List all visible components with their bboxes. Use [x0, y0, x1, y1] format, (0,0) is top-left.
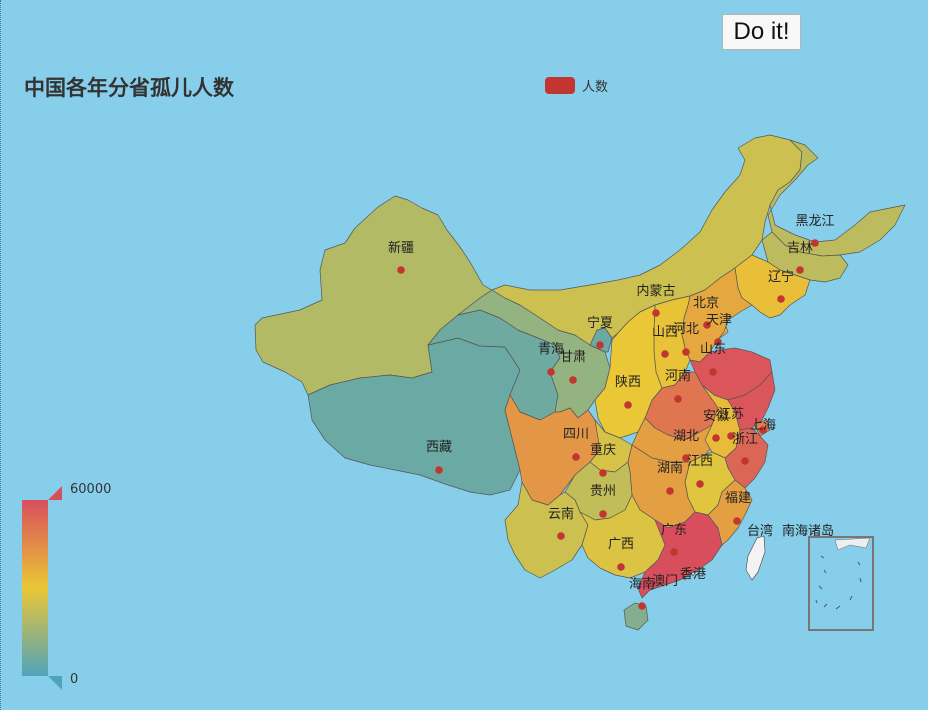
province-label: 台湾 [747, 523, 773, 539]
province-label: 云南 [548, 506, 574, 522]
province-label: 西藏 [426, 440, 452, 455]
visual-map-min-label: 0 [70, 672, 79, 687]
province-marker[interactable] [557, 532, 565, 540]
left-border [0, 0, 2, 710]
province-marker[interactable] [617, 563, 625, 571]
province-marker[interactable] [599, 469, 607, 477]
province-label: 湖南 [657, 460, 683, 476]
province-label: 山东 [700, 342, 726, 357]
province-marker[interactable] [777, 295, 785, 303]
province-label: 贵州 [590, 484, 616, 499]
province-label: 四川 [563, 427, 589, 442]
province-label: 广西 [608, 537, 634, 552]
province-marker[interactable] [696, 480, 704, 488]
province-marker[interactable] [666, 487, 674, 495]
province-label: 南海诸岛 [782, 523, 834, 539]
province-6[interactable] [767, 139, 906, 257]
province-33[interactable] [683, 576, 687, 581]
province-marker[interactable] [670, 548, 678, 556]
south-china-sea-inset [808, 536, 874, 631]
province-label: 重庆 [590, 442, 616, 458]
province-marker[interactable] [759, 426, 767, 434]
province-label: 澳门 [652, 573, 678, 589]
province-28[interactable] [637, 511, 723, 599]
province-marker[interactable] [796, 266, 804, 274]
province-marker[interactable] [596, 341, 604, 349]
province-marker[interactable] [712, 434, 720, 442]
province-label: 辽宁 [768, 269, 794, 285]
province-label: 天津 [706, 313, 732, 328]
province-label: 吉林 [787, 241, 813, 256]
province-31[interactable] [745, 535, 766, 581]
legend-swatch [545, 77, 575, 94]
province-label: 山西 [652, 325, 678, 340]
province-marker[interactable] [624, 401, 632, 409]
province-label: 青海 [538, 342, 564, 357]
province-label: 黑龙江 [795, 214, 834, 229]
legend-label: 人数 [582, 80, 609, 95]
province-marker[interactable] [547, 368, 555, 376]
province-marker[interactable] [661, 350, 669, 358]
province-marker[interactable] [709, 368, 717, 376]
province-label: 湖北 [673, 429, 699, 444]
province-marker[interactable] [599, 510, 607, 518]
province-marker[interactable] [733, 517, 741, 525]
province-label: 广东 [661, 523, 687, 538]
province-marker[interactable] [572, 453, 580, 461]
visual-map-max-label: 60000 [70, 482, 112, 497]
province-label: 上海 [750, 418, 776, 433]
province-marker[interactable] [435, 466, 443, 474]
province-label: 甘肃 [560, 350, 586, 365]
province-marker[interactable] [397, 266, 405, 274]
province-marker[interactable] [682, 348, 690, 356]
visual-map [22, 486, 62, 690]
province-26[interactable] [504, 481, 589, 579]
province-marker[interactable] [638, 602, 646, 610]
legend-item[interactable]: 人数 [545, 76, 608, 95]
province-label: 香港 [680, 567, 706, 582]
province-label: 福建 [725, 491, 751, 506]
province-marker[interactable] [714, 338, 722, 346]
province-marker[interactable] [652, 309, 660, 317]
province-label: 宁夏 [587, 315, 613, 331]
visual-map-handle-bottom[interactable] [48, 676, 62, 690]
province-marker[interactable] [569, 376, 577, 384]
province-label: 北京 [693, 296, 719, 311]
province-label: 海南 [629, 576, 655, 592]
province-29[interactable] [707, 479, 753, 546]
province-label: 江苏 [718, 406, 744, 422]
province-label: 浙江 [732, 432, 758, 447]
province-marker[interactable] [727, 432, 735, 440]
province-marker[interactable] [741, 457, 749, 465]
province-20[interactable] [727, 371, 776, 431]
province-label: 河南 [665, 368, 691, 384]
visual-map-handle-top[interactable] [48, 486, 62, 500]
province-marker[interactable] [811, 239, 819, 247]
province-marker[interactable] [703, 321, 711, 329]
visual-map-bar [22, 500, 48, 676]
province-label: 新疆 [388, 240, 414, 256]
province-label: 河北 [673, 322, 699, 337]
province-label: 安徽 [703, 409, 729, 424]
province-32[interactable] [690, 571, 696, 577]
province-label: 江西 [687, 454, 713, 469]
province-marker[interactable] [674, 395, 682, 403]
province-label: 内蒙古 [636, 283, 675, 299]
province-marker[interactable] [682, 454, 690, 462]
chart-title: 中国各年分省孤儿人数 [24, 76, 234, 100]
province-label: 陕西 [615, 375, 641, 390]
do-it-button[interactable]: Do it! [722, 14, 801, 50]
